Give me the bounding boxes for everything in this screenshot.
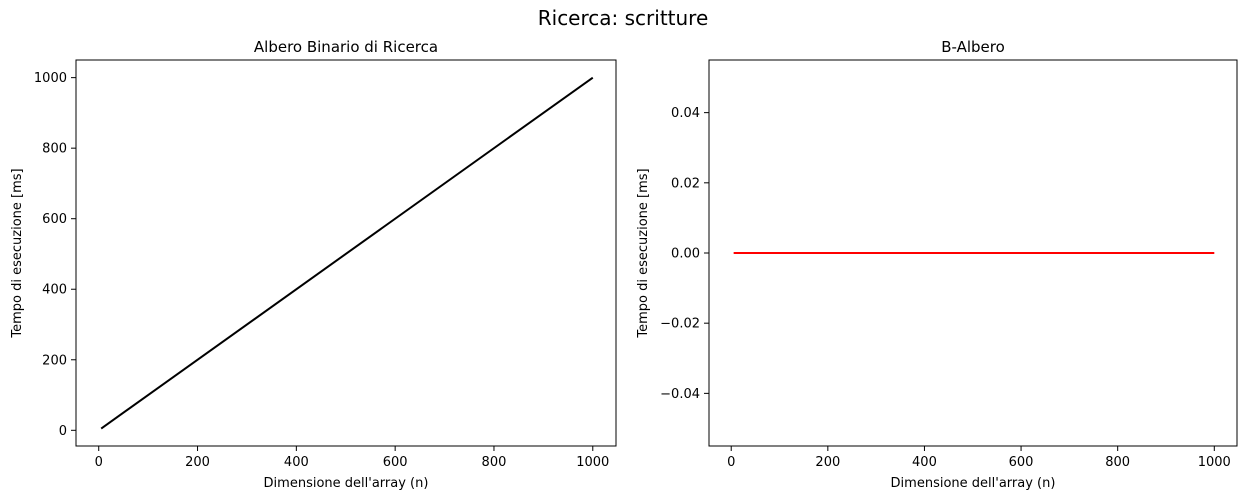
series-line-0 — [100, 76, 594, 430]
x-tick-label: 400 — [284, 455, 309, 470]
x-tick-label: 600 — [1009, 455, 1034, 470]
plot-frame — [75, 59, 617, 447]
x-tick-label: 200 — [815, 455, 840, 470]
y-tick-label: −0.04 — [660, 387, 700, 402]
y-tick-label: 400 — [42, 283, 67, 298]
y-axis-label: Tempo di esecuzione [ms] — [636, 168, 651, 338]
y-tick-label: 200 — [42, 353, 67, 368]
x-tick-label: 600 — [383, 455, 408, 470]
y-axis-label: Tempo di esecuzione [ms] — [10, 168, 25, 338]
y-tick-label: 0.00 — [671, 247, 700, 262]
x-tick-label: 800 — [482, 455, 507, 470]
y-tick-label: 1000 — [34, 71, 67, 86]
y-tick-label: 0.02 — [671, 176, 700, 191]
x-tick-label: 800 — [1105, 455, 1130, 470]
x-tick-label: 200 — [185, 455, 210, 470]
y-tick-label: 600 — [42, 212, 67, 227]
x-tick-label: 0 — [95, 455, 103, 470]
chart-panel-bst: 0 200 400 600 800 1000 0 200 400 600 800 1000 Albero… — [10, 38, 617, 491]
y-tick-label: 0 — [59, 424, 67, 439]
y-tick-label: −0.02 — [660, 317, 700, 332]
chart-panel-b-tree: 0 200 400 600 800 1000 −0.04 −0.02 0.00 0.02 0.04 B… — [636, 38, 1238, 491]
x-axis-label: Dimensione dell'array (n) — [891, 476, 1056, 491]
x-tick-label: 400 — [912, 455, 937, 470]
chart-title: B-Albero — [941, 38, 1005, 56]
chart-title: Albero Binario di Ricerca — [254, 38, 438, 56]
y-tick-label: 800 — [42, 142, 67, 157]
x-tick-label: 0 — [727, 455, 735, 470]
x-tick-label: 1000 — [1198, 455, 1231, 470]
x-axis-label: Dimensione dell'array (n) — [264, 476, 429, 491]
figure-suptitle: Ricerca: scritture — [538, 6, 709, 30]
y-tick-label: 0.04 — [671, 106, 700, 121]
x-tick-label: 1000 — [576, 455, 609, 470]
